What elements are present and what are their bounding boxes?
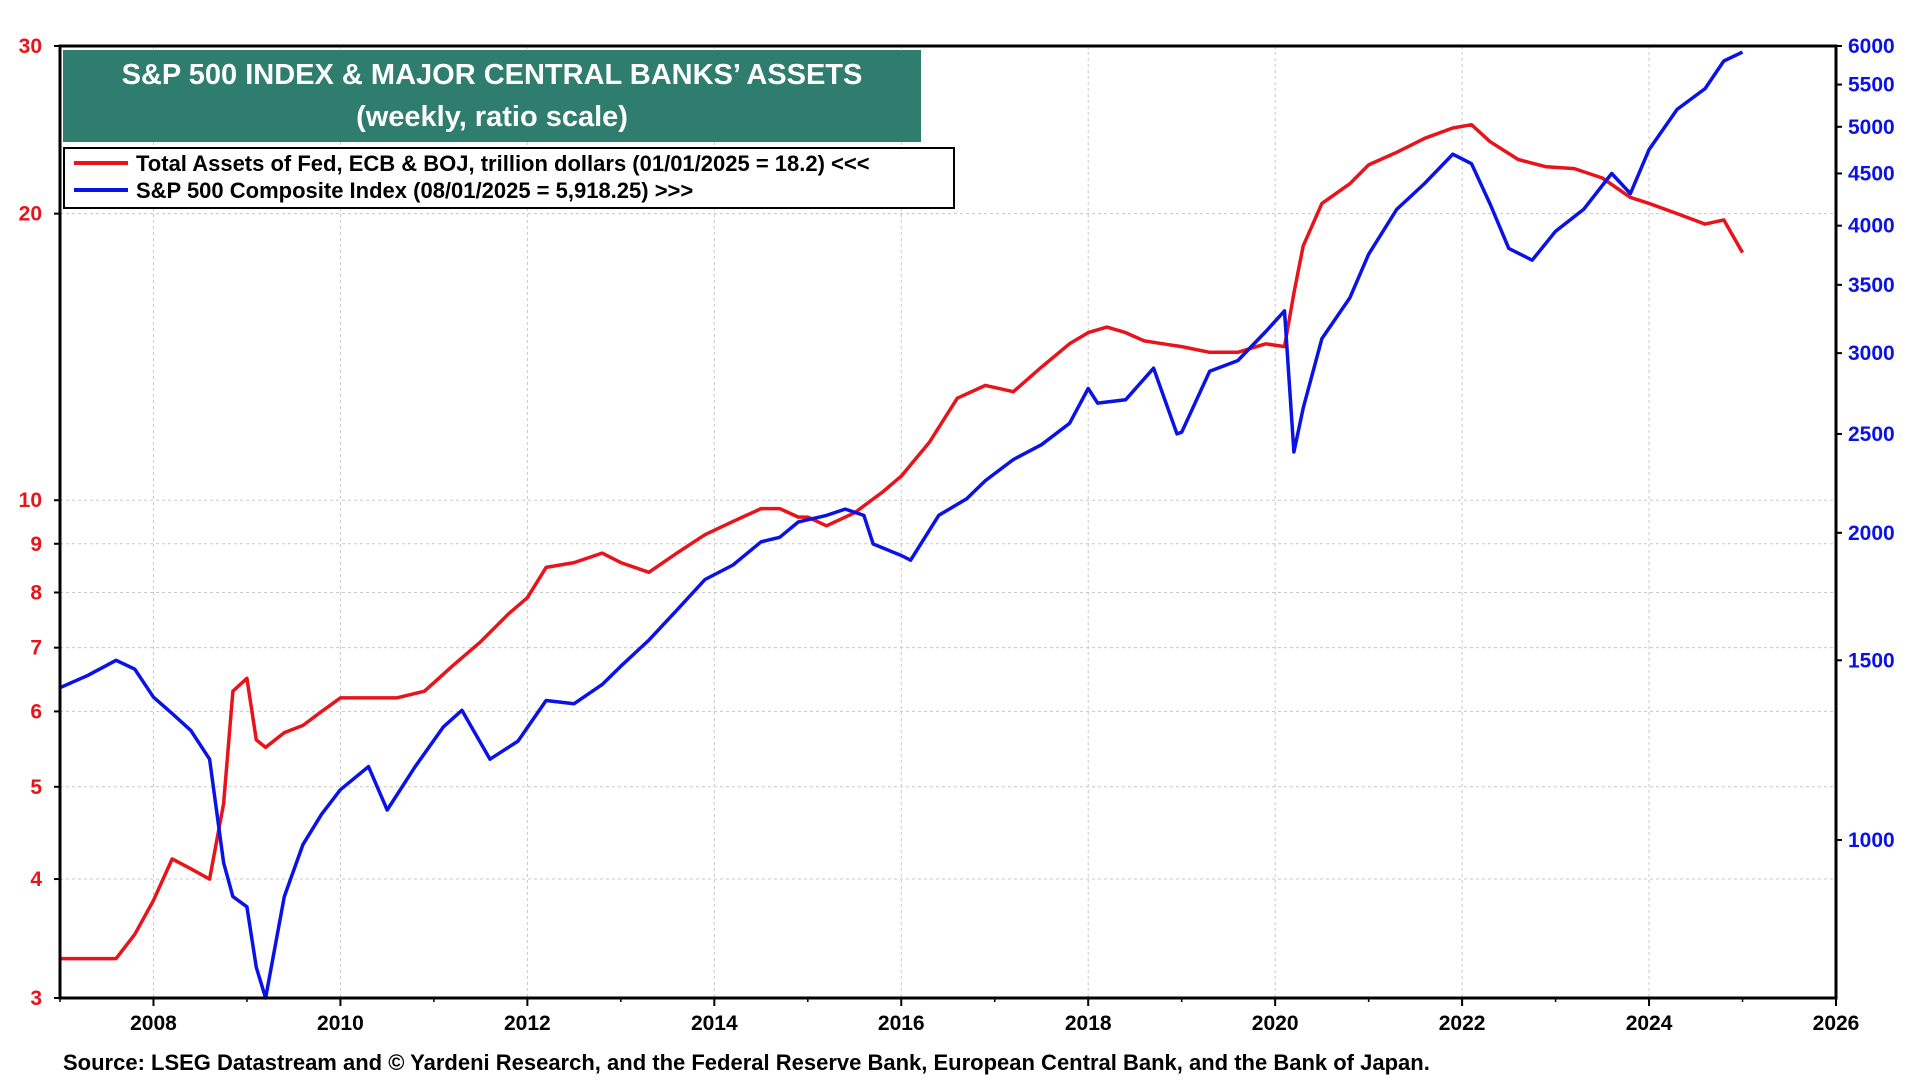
legend-label-assets: Total Assets of Fed, ECB & BOJ, trillion… xyxy=(136,151,870,176)
right-tick-label: 4000 xyxy=(1848,215,1895,238)
right-tick-label: 5500 xyxy=(1848,74,1895,97)
left-tick-label: 20 xyxy=(19,203,42,226)
left-tick-label: 3 xyxy=(30,987,42,1010)
x-tick-label: 2022 xyxy=(1439,1012,1486,1035)
legend-label-spx: S&P 500 Composite Index (08/01/2025 = 5,… xyxy=(136,178,693,203)
chart-title: S&P 500 INDEX & MAJOR CENTRAL BANKS’ ASS… xyxy=(122,59,863,91)
right-tick-label: 1000 xyxy=(1848,829,1895,852)
x-tick-label: 2026 xyxy=(1813,1012,1860,1035)
x-tick-label: 2020 xyxy=(1252,1012,1299,1035)
x-tick-label: 2016 xyxy=(878,1012,925,1035)
right-tick-label: 1500 xyxy=(1848,649,1895,672)
source-note: Source: LSEG Datastream and © Yardeni Re… xyxy=(63,1050,1430,1075)
x-tick-label: 2024 xyxy=(1626,1012,1673,1035)
left-tick-label: 9 xyxy=(30,533,42,556)
right-tick-label: 5000 xyxy=(1848,116,1895,139)
left-tick-label: 30 xyxy=(19,35,42,58)
x-tick-label: 2014 xyxy=(691,1012,738,1035)
right-tick-label: 3000 xyxy=(1848,342,1895,365)
left-axis-ticks: 3 4 5 6 7 8 9 10 20 30 xyxy=(19,35,60,1010)
series-line-assets xyxy=(60,122,1745,961)
left-tick-label: 8 xyxy=(30,581,42,604)
right-axis-ticks: 1000 1500 2000 2500 3000 3500 4000 4500 5000 5500… xyxy=(1836,35,1895,852)
chart-subtitle: (weekly, ratio scale) xyxy=(356,101,628,133)
right-tick-label: 4500 xyxy=(1848,162,1895,185)
left-tick-label: 5 xyxy=(30,776,42,799)
right-tick-label: 2500 xyxy=(1848,423,1895,446)
legend-box xyxy=(63,147,955,209)
left-tick-label: 6 xyxy=(30,700,42,723)
left-tick-label: 7 xyxy=(30,637,42,660)
x-tick-label: 2008 xyxy=(130,1012,177,1035)
x-axis-ticks: 2008 2010 2012 2014 2016 2018 2020 2022 2024 2026 xyxy=(59,998,1860,1035)
right-tick-label: 3500 xyxy=(1848,274,1895,297)
series-line-spx xyxy=(59,50,1744,1000)
title-block: S&P 500 INDEX & MAJOR CENTRAL BANKS’ ASS… xyxy=(63,50,921,142)
series-layer xyxy=(59,50,1745,1000)
left-tick-label: 4 xyxy=(30,868,42,891)
legend: Total Assets of Fed, ECB & BOJ, trillion… xyxy=(63,147,955,209)
right-tick-label: 6000 xyxy=(1848,35,1895,58)
right-tick-label: 2000 xyxy=(1848,522,1895,545)
left-tick-label: 10 xyxy=(19,489,42,512)
plot-frame xyxy=(58,44,1838,1000)
x-tick-label: 2010 xyxy=(317,1012,364,1035)
x-tick-label: 2018 xyxy=(1065,1012,1112,1035)
title-background xyxy=(63,50,921,142)
x-tick-label: 2012 xyxy=(504,1012,551,1035)
